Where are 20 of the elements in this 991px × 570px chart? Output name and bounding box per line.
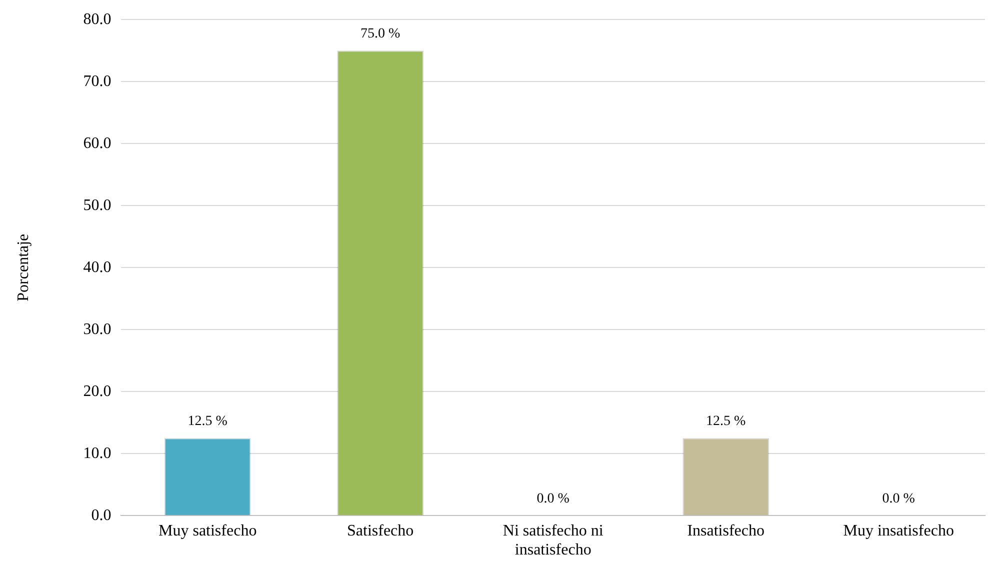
y-tick-label: 60.0 <box>83 134 112 152</box>
data-label: 0.0 % <box>536 491 570 506</box>
y-axis-title: Porcentaje <box>14 234 32 302</box>
x-tick-label: Ni satisfecho ni insatisfecho <box>502 522 604 559</box>
y-tick-label: 20.0 <box>83 382 112 400</box>
y-tick-label: 30.0 <box>83 320 112 338</box>
y-tick-label: 40.0 <box>83 258 112 276</box>
x-tick-label: Muy satisfecho <box>158 522 257 540</box>
y-tick-label: 50.0 <box>83 196 112 214</box>
x-tick-label: Satisfecho <box>347 522 414 540</box>
data-label: 0.0 % <box>882 491 916 506</box>
data-label: 12.5 % <box>188 414 228 429</box>
y-tick-label: 0.0 <box>91 506 112 524</box>
data-label: 12.5 % <box>706 414 746 429</box>
y-tick-label: 10.0 <box>83 444 112 462</box>
x-tick-label: Muy insatisfecho <box>843 522 954 540</box>
y-tick-label: 70.0 <box>83 72 112 90</box>
data-label: 75.0 % <box>360 26 401 42</box>
x-tick-label: Insatisfecho <box>687 522 765 540</box>
y-tick-label: 80.0 <box>83 10 112 28</box>
